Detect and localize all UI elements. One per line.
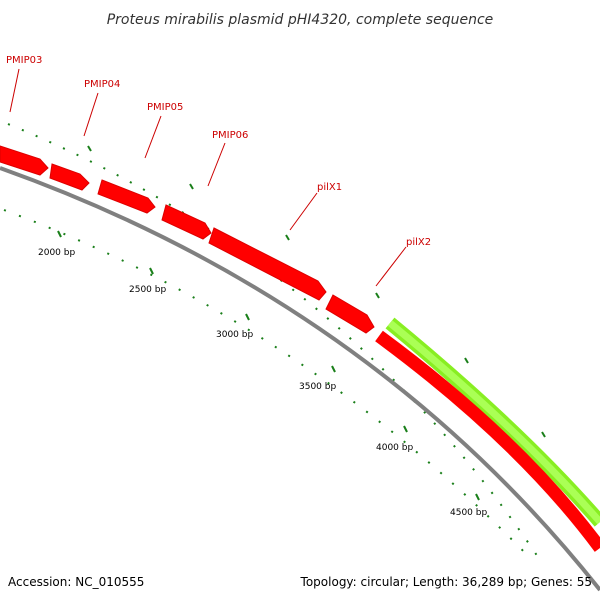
bp-scale-labels: 2000 bp 2500 bp 3000 bp 3500 bp 4000 bp … — [38, 248, 487, 518]
gene-arc-red — [375, 330, 600, 552]
gene-label-pilx2: pilX2 — [406, 237, 431, 248]
bp-label-2500: 2500 bp — [129, 285, 166, 295]
bp-label-3500: 3500 bp — [299, 382, 336, 392]
topology-summary-text: Topology: circular; Length: 36,289 bp; G… — [300, 575, 592, 589]
gene-label-pmip06: PMIP06 — [212, 130, 248, 141]
gene-segment — [97, 179, 156, 214]
outer-major-ticks — [87, 145, 546, 438]
gene-labels: PMIP03 PMIP04 PMIP05 PMIP06 pilX1 pilX2 — [6, 55, 431, 248]
bp-label-2000: 2000 bp — [38, 248, 75, 258]
accession-text: Accession: NC_010555 — [8, 575, 144, 589]
gene-segment — [325, 294, 375, 334]
gene-label-leaders — [9, 68, 407, 287]
gene-segment — [49, 163, 90, 191]
gene-label-pilx1: pilX1 — [317, 182, 342, 193]
inner-tick-ring — [3, 209, 533, 561]
gene-label-pmip04: PMIP04 — [84, 79, 120, 90]
gene-label-pmip05: PMIP05 — [147, 102, 183, 113]
gene-segment — [161, 204, 212, 240]
gene-segment — [208, 227, 327, 301]
plasmid-backbone — [0, 166, 600, 592]
inner-major-ticks — [57, 230, 480, 501]
bp-label-4500: 4500 bp — [450, 508, 487, 518]
map-title: Proteus mirabilis plasmid pHI4320, compl… — [107, 12, 494, 28]
red-gene-segments — [0, 145, 375, 334]
outer-tick-ring — [7, 123, 541, 561]
bp-label-4000: 4000 bp — [376, 443, 413, 453]
gene-segment — [0, 145, 49, 176]
gene-label-pmip03: PMIP03 — [6, 55, 42, 66]
gene-arc-green-highlight — [387, 320, 600, 525]
bp-label-3000: 3000 bp — [216, 330, 253, 340]
